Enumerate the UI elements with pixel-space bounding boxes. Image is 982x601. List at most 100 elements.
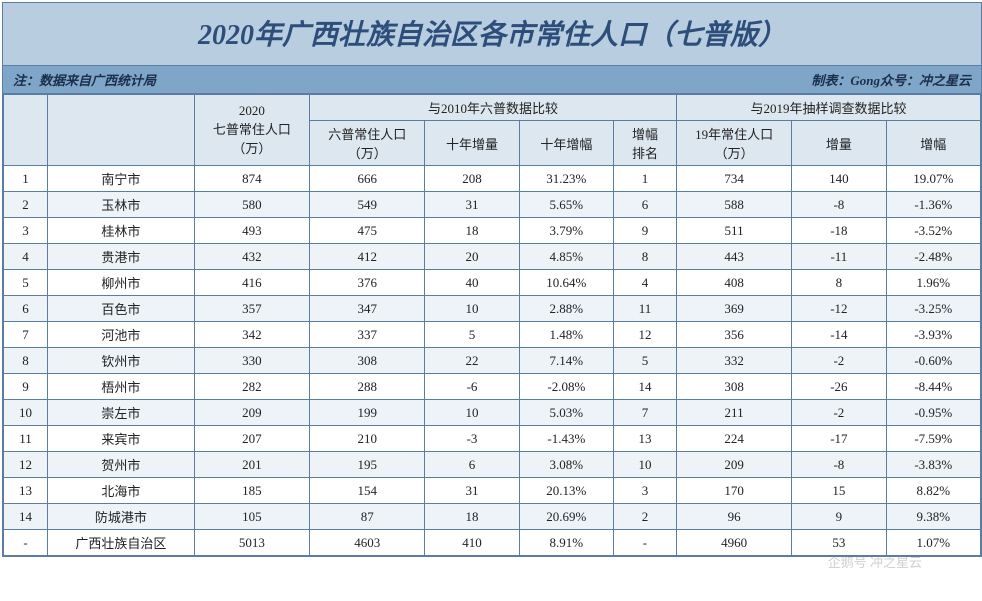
- cell-pop19: 308: [676, 374, 791, 400]
- cell-city: 桂林市: [48, 218, 195, 244]
- cell-pct19: 9.38%: [886, 504, 980, 530]
- cell-pct19: -7.59%: [886, 426, 980, 452]
- cell-pct19: 1.96%: [886, 270, 980, 296]
- cell-pct19: -3.83%: [886, 452, 980, 478]
- cell-inc10: 31: [425, 192, 519, 218]
- cell-pop2020: 580: [194, 192, 309, 218]
- cell-inc19: 15: [792, 478, 886, 504]
- table-row: 6百色市357347102.88%11369-12-3.25%: [4, 296, 981, 322]
- cell-pct10: 7.14%: [519, 348, 613, 374]
- cell-pop2020: 105: [194, 504, 309, 530]
- cell-pop19: 170: [676, 478, 791, 504]
- cell-rank: -: [614, 530, 677, 556]
- cell-pct10: 5.65%: [519, 192, 613, 218]
- cell-pop19: 443: [676, 244, 791, 270]
- cell-inc19: -17: [792, 426, 886, 452]
- cell-inc19: 8: [792, 270, 886, 296]
- note-author: 制表：Gong众号：冲之星云: [811, 70, 971, 89]
- cell-inc10: -6: [425, 374, 519, 400]
- population-table: 2020 七普常住人口 （万） 与2010年六普数据比较 与2019年抽样调查数…: [3, 94, 981, 556]
- cell-pop6: 199: [310, 400, 425, 426]
- cell-rank: 11: [614, 296, 677, 322]
- table-row: 1南宁市87466620831.23%173414019.07%: [4, 166, 981, 192]
- cell-inc19: -8: [792, 452, 886, 478]
- cell-city: 来宾市: [48, 426, 195, 452]
- cell-pop19: 588: [676, 192, 791, 218]
- table-row: 9梧州市282288-6-2.08%14308-26-8.44%: [4, 374, 981, 400]
- cell-pop2020: 185: [194, 478, 309, 504]
- cell-rank: 2: [614, 504, 677, 530]
- cell-idx: 11: [4, 426, 48, 452]
- table-row: 12贺州市20119563.08%10209-8-3.83%: [4, 452, 981, 478]
- th-index: [4, 95, 48, 166]
- cell-idx: 6: [4, 296, 48, 322]
- cell-pct10: -1.43%: [519, 426, 613, 452]
- cell-inc10: -3: [425, 426, 519, 452]
- cell-rank: 1: [614, 166, 677, 192]
- cell-rank: 4: [614, 270, 677, 296]
- th-pop19: 19年常住人口 （万）: [676, 121, 791, 166]
- cell-rank: 10: [614, 452, 677, 478]
- note-bar: 注：数据来自广西统计局 制表：Gong众号：冲之星云: [3, 66, 981, 94]
- note-source: 注：数据来自广西统计局: [13, 70, 156, 89]
- table-row: 14防城港市105871820.69%29699.38%: [4, 504, 981, 530]
- cell-pct19: -1.36%: [886, 192, 980, 218]
- th-cmp2019: 与2019年抽样调查数据比较: [676, 95, 980, 121]
- cell-idx: 13: [4, 478, 48, 504]
- cell-city: 贺州市: [48, 452, 195, 478]
- table-header: 2020 七普常住人口 （万） 与2010年六普数据比较 与2019年抽样调查数…: [4, 95, 981, 166]
- cell-rank: 9: [614, 218, 677, 244]
- th-inc10: 十年增量: [425, 121, 519, 166]
- cell-idx: 7: [4, 322, 48, 348]
- cell-inc19: -11: [792, 244, 886, 270]
- cell-pop19: 369: [676, 296, 791, 322]
- cell-pct10: 31.23%: [519, 166, 613, 192]
- cell-pct19: -3.93%: [886, 322, 980, 348]
- cell-pct10: 20.13%: [519, 478, 613, 504]
- cell-pct10: 2.88%: [519, 296, 613, 322]
- table-body: 1南宁市87466620831.23%173414019.07%2玉林市5805…: [4, 166, 981, 556]
- cell-pop19: 408: [676, 270, 791, 296]
- cell-rank: 13: [614, 426, 677, 452]
- cell-idx: 2: [4, 192, 48, 218]
- cell-pop6: 308: [310, 348, 425, 374]
- cell-pop6: 195: [310, 452, 425, 478]
- cell-pop6: 210: [310, 426, 425, 452]
- cell-pop2020: 282: [194, 374, 309, 400]
- cell-pop19: 211: [676, 400, 791, 426]
- cell-idx: 4: [4, 244, 48, 270]
- th-inc19: 增量: [792, 121, 886, 166]
- cell-idx: 8: [4, 348, 48, 374]
- cell-rank: 7: [614, 400, 677, 426]
- table-row: 11来宾市207210-3-1.43%13224-17-7.59%: [4, 426, 981, 452]
- cell-pop19: 4960: [676, 530, 791, 556]
- cell-city: 防城港市: [48, 504, 195, 530]
- cell-inc19: -14: [792, 322, 886, 348]
- cell-pct19: -8.44%: [886, 374, 980, 400]
- cell-inc19: -8: [792, 192, 886, 218]
- cell-inc10: 20: [425, 244, 519, 270]
- table-row: 4贵港市432412204.85%8443-11-2.48%: [4, 244, 981, 270]
- th-cmp2010: 与2010年六普数据比较: [310, 95, 677, 121]
- cell-city: 河池市: [48, 322, 195, 348]
- cell-pct10: 10.64%: [519, 270, 613, 296]
- cell-idx: 1: [4, 166, 48, 192]
- cell-pop2020: 493: [194, 218, 309, 244]
- cell-pct10: 5.03%: [519, 400, 613, 426]
- cell-inc19: 53: [792, 530, 886, 556]
- cell-rank: 6: [614, 192, 677, 218]
- cell-rank: 12: [614, 322, 677, 348]
- cell-inc10: 410: [425, 530, 519, 556]
- cell-idx: -: [4, 530, 48, 556]
- cell-pct10: 8.91%: [519, 530, 613, 556]
- cell-pop2020: 201: [194, 452, 309, 478]
- cell-pop6: 347: [310, 296, 425, 322]
- cell-pop6: 666: [310, 166, 425, 192]
- cell-idx: 9: [4, 374, 48, 400]
- th-rank: 增幅 排名: [614, 121, 677, 166]
- cell-pop19: 511: [676, 218, 791, 244]
- cell-pop19: 734: [676, 166, 791, 192]
- table-row: 7河池市34233751.48%12356-14-3.93%: [4, 322, 981, 348]
- cell-inc19: 140: [792, 166, 886, 192]
- th-pct10: 十年增幅: [519, 121, 613, 166]
